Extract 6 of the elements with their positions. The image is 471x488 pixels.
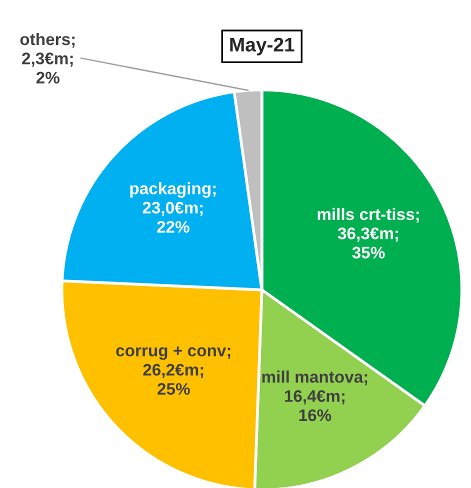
chart-title: May-21 xyxy=(230,38,294,56)
slice-label: mills crt-tiss; 36,3€m; 35% xyxy=(318,208,419,259)
slice-label: others; 2,3€m; 2% xyxy=(20,32,75,84)
slice-label: packaging; 23,0€m; 22% xyxy=(130,182,216,233)
slice-label: mill mantova; 16,4€m; 16% xyxy=(262,370,368,422)
slice-label: corrug + conv; 26,2€m; 25% xyxy=(116,346,230,395)
